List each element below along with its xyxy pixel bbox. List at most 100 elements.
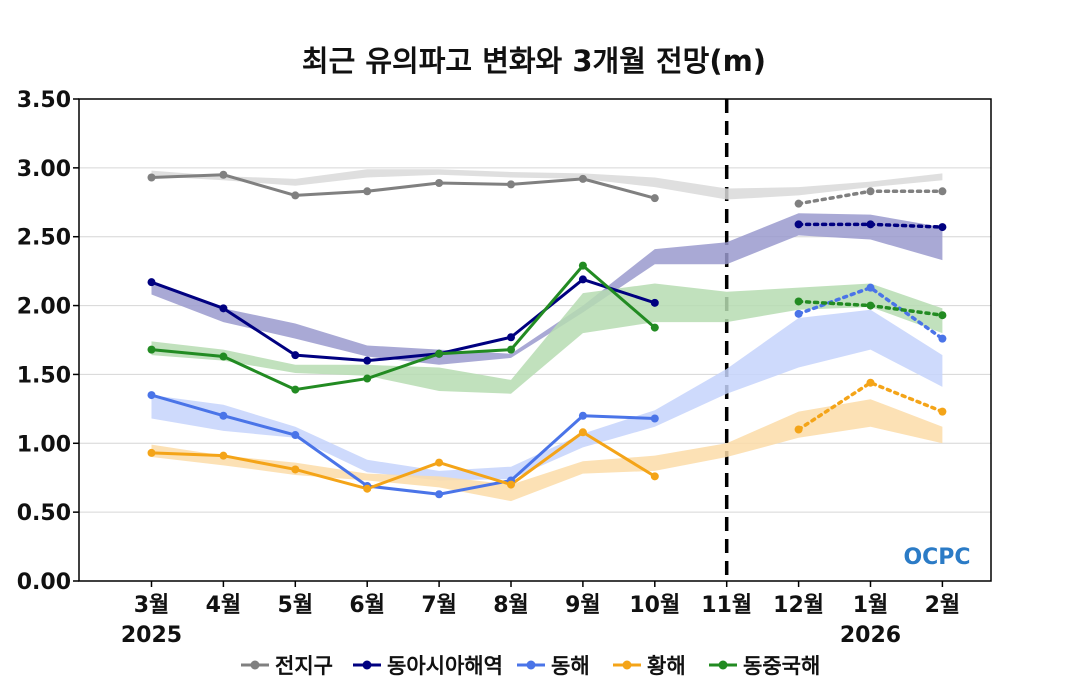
- data-point: [147, 345, 156, 354]
- data-point: [938, 407, 947, 416]
- series-points: [147, 170, 947, 499]
- legend-label: 동아시아해역: [387, 654, 503, 678]
- data-point: [650, 414, 659, 423]
- legend-label: 황해: [647, 654, 686, 678]
- data-point: [435, 179, 444, 188]
- y-tick-label: 0.50: [17, 501, 71, 526]
- x-tick-label: 11월: [701, 593, 752, 618]
- data-point: [866, 301, 875, 310]
- data-point: [866, 187, 875, 196]
- plot-frame: [78, 98, 992, 582]
- data-point: [147, 448, 156, 457]
- x-tick-label: 7월: [421, 593, 457, 618]
- data-point: [291, 351, 300, 360]
- range-band: [151, 309, 943, 481]
- data-point: [578, 275, 587, 284]
- x-tick-label: 3월: [134, 593, 170, 618]
- data-point: [794, 425, 803, 434]
- data-point: [291, 385, 300, 394]
- data-point: [363, 187, 372, 196]
- ocpc-logo: OCPC: [903, 545, 970, 570]
- observed-line: [151, 264, 656, 392]
- data-point: [938, 334, 947, 343]
- range-band: [151, 283, 943, 394]
- y-tick-label: 3.00: [17, 157, 71, 182]
- data-point: [363, 374, 372, 383]
- x-tick-label: 9월: [565, 593, 601, 618]
- y-tick-label: 2.00: [17, 295, 71, 320]
- x-tick-label: 10월: [629, 593, 680, 618]
- data-point: [363, 356, 372, 365]
- data-point: [219, 170, 228, 179]
- x-tick-label: 2월: [925, 593, 961, 618]
- data-point: [291, 191, 300, 200]
- data-point: [219, 304, 228, 313]
- y-tick-label: 1.50: [17, 363, 71, 388]
- legend-label: 전지구: [275, 654, 333, 678]
- x-tick-label: 5월: [278, 593, 314, 618]
- data-point: [435, 458, 444, 467]
- data-point: [866, 283, 875, 292]
- data-point: [147, 173, 156, 182]
- data-point: [578, 261, 587, 270]
- observed-line: [151, 393, 655, 496]
- legend-label: 동해: [551, 654, 590, 678]
- range-band: [151, 169, 943, 200]
- y-tick-label: 3.50: [17, 88, 71, 113]
- data-point: [650, 323, 659, 332]
- data-point: [291, 465, 300, 474]
- data-point: [938, 223, 947, 232]
- data-point: [435, 349, 444, 358]
- observed-line: [150, 277, 656, 363]
- y-tick-label: 2.50: [17, 226, 71, 251]
- data-point: [363, 484, 372, 493]
- data-point: [291, 431, 300, 440]
- data-point: [507, 333, 515, 342]
- legend-swatch-marker: [250, 660, 260, 670]
- data-point: [938, 311, 947, 320]
- legend-swatch-marker: [526, 660, 536, 670]
- data-point: [578, 411, 587, 420]
- grid-lines: [79, 99, 991, 581]
- x-tick-label: 1월: [853, 593, 889, 618]
- x-tick-label: 8월: [493, 593, 529, 618]
- x-tick-label: 12월: [773, 593, 824, 618]
- data-point: [507, 345, 515, 354]
- data-point: [650, 472, 659, 481]
- data-point: [578, 174, 587, 183]
- x-year-label: 2026: [840, 623, 901, 648]
- data-point: [578, 428, 587, 437]
- data-point: [507, 180, 515, 189]
- data-point: [938, 187, 947, 196]
- y-tick-label: 0.00: [17, 570, 71, 595]
- observed-line: [151, 430, 656, 491]
- data-point: [435, 490, 444, 499]
- x-tick-label: 6월: [349, 593, 385, 618]
- x-year-label: 2025: [121, 623, 182, 648]
- data-point: [147, 278, 156, 287]
- data-point: [794, 199, 803, 208]
- forecast-line: [796, 380, 945, 432]
- range-band: [151, 399, 943, 502]
- data-point: [147, 391, 156, 400]
- range-band: [151, 213, 943, 365]
- legend-swatch-marker: [622, 660, 632, 670]
- legend-swatch-marker: [362, 660, 372, 670]
- data-point: [866, 378, 875, 387]
- observed-line: [151, 173, 656, 200]
- data-point: [794, 309, 803, 318]
- axes: 0.00 0.50 1.00 1.50 2.00 2.50 3.00 3.50 3월 4월 5월 6월…: [17, 88, 960, 648]
- legend-swatch-marker: [718, 660, 728, 670]
- data-point: [219, 451, 228, 460]
- legend-label: 동중국해: [743, 654, 820, 678]
- data-point: [219, 411, 228, 420]
- data-point: [219, 352, 228, 361]
- legend: 전지구 동아시아해역 동해 황해 동중국해: [241, 654, 820, 678]
- data-point: [794, 297, 803, 306]
- data-point: [650, 194, 659, 203]
- range-bands: [151, 169, 943, 502]
- chart-title: 최근 유의파고 변화와 3개월 전망(m): [302, 44, 766, 78]
- y-tick-label: 1.00: [17, 432, 71, 457]
- data-point: [650, 298, 659, 307]
